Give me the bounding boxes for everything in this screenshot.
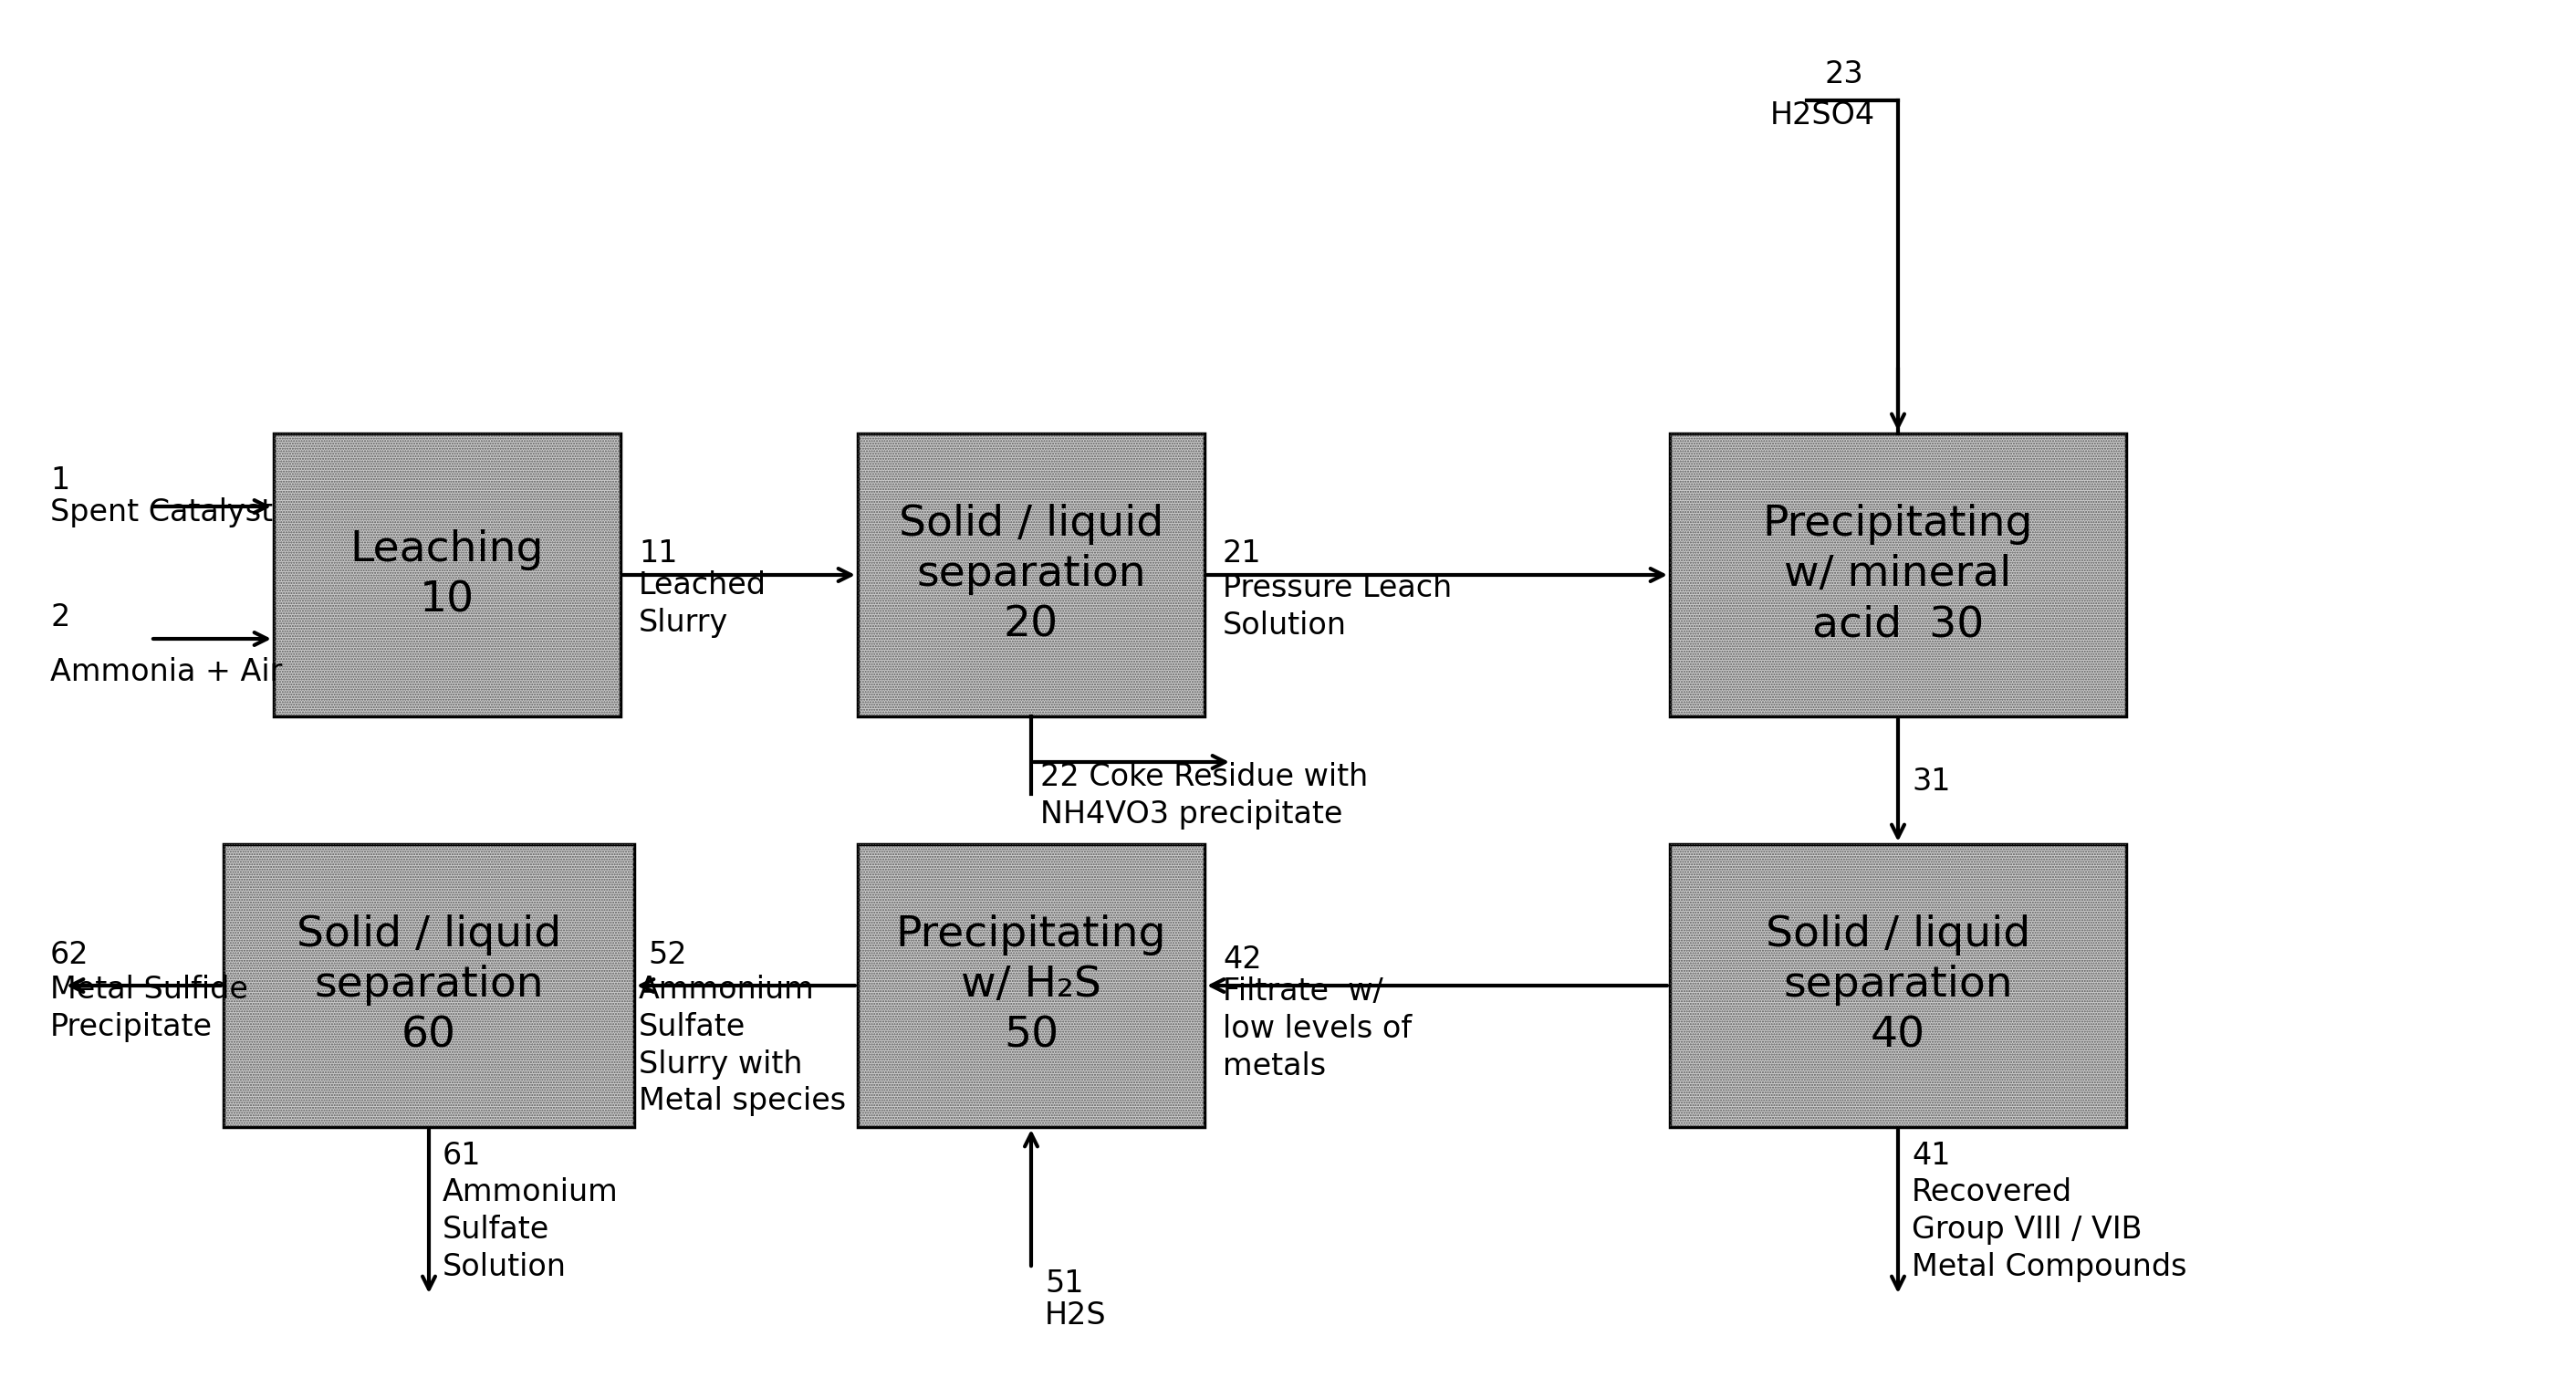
Bar bbox=[224, 845, 634, 1127]
Text: Recovered
Group VIII / VIB
Metal Compounds: Recovered Group VIII / VIB Metal Compoun… bbox=[1911, 1177, 2187, 1282]
Text: 2: 2 bbox=[49, 602, 70, 633]
Text: 23: 23 bbox=[1824, 59, 1865, 90]
Text: 31: 31 bbox=[1911, 766, 1950, 796]
Text: Solid / liquid
separation
20: Solid / liquid separation 20 bbox=[899, 504, 1164, 646]
Text: Ammonia + Air: Ammonia + Air bbox=[49, 657, 283, 688]
Text: Leached
Slurry: Leached Slurry bbox=[639, 570, 768, 638]
Text: Pressure Leach
Solution: Pressure Leach Solution bbox=[1224, 573, 1453, 641]
Bar bbox=[858, 845, 1206, 1127]
Bar bbox=[858, 434, 1206, 717]
Bar bbox=[1669, 434, 2125, 717]
Text: 51: 51 bbox=[1046, 1269, 1084, 1298]
Bar bbox=[858, 434, 1206, 717]
Text: 1: 1 bbox=[49, 466, 70, 496]
Bar bbox=[273, 434, 621, 717]
Text: 42: 42 bbox=[1224, 944, 1262, 974]
Text: 62: 62 bbox=[49, 940, 90, 970]
Text: 52: 52 bbox=[649, 940, 688, 970]
Text: Filtrate  w/
low levels of
metals: Filtrate w/ low levels of metals bbox=[1224, 977, 1412, 1082]
Text: Precipitating
w/ mineral
acid  30: Precipitating w/ mineral acid 30 bbox=[1762, 504, 2032, 646]
Text: Solid / liquid
separation
40: Solid / liquid separation 40 bbox=[1765, 915, 2030, 1057]
Text: 21: 21 bbox=[1224, 539, 1262, 569]
Bar bbox=[858, 845, 1206, 1127]
Text: Leaching
10: Leaching 10 bbox=[350, 529, 544, 620]
Text: 41: 41 bbox=[1911, 1141, 1950, 1171]
Text: Spent Catalyst: Spent Catalyst bbox=[49, 497, 273, 528]
Text: H2SO4: H2SO4 bbox=[1770, 101, 1875, 131]
Text: 61: 61 bbox=[443, 1141, 482, 1171]
Bar bbox=[273, 434, 621, 717]
Text: Ammonium
Sulfate
Slurry with
Metal species: Ammonium Sulfate Slurry with Metal speci… bbox=[639, 974, 845, 1116]
Text: 22 Coke Residue with
NH4VO3 precipitate: 22 Coke Residue with NH4VO3 precipitate bbox=[1041, 762, 1368, 830]
Bar bbox=[224, 845, 634, 1127]
Text: Metal Sulfide
Precipitate: Metal Sulfide Precipitate bbox=[49, 974, 247, 1042]
Text: Solid / liquid
separation
60: Solid / liquid separation 60 bbox=[296, 915, 562, 1057]
Text: Ammonium
Sulfate
Solution: Ammonium Sulfate Solution bbox=[443, 1177, 618, 1282]
Bar bbox=[1669, 845, 2125, 1127]
Text: H2S: H2S bbox=[1046, 1301, 1108, 1331]
Bar bbox=[1669, 845, 2125, 1127]
Text: 11: 11 bbox=[639, 539, 677, 569]
Bar bbox=[1669, 434, 2125, 717]
Text: Precipitating
w/ H₂S
50: Precipitating w/ H₂S 50 bbox=[896, 915, 1167, 1057]
